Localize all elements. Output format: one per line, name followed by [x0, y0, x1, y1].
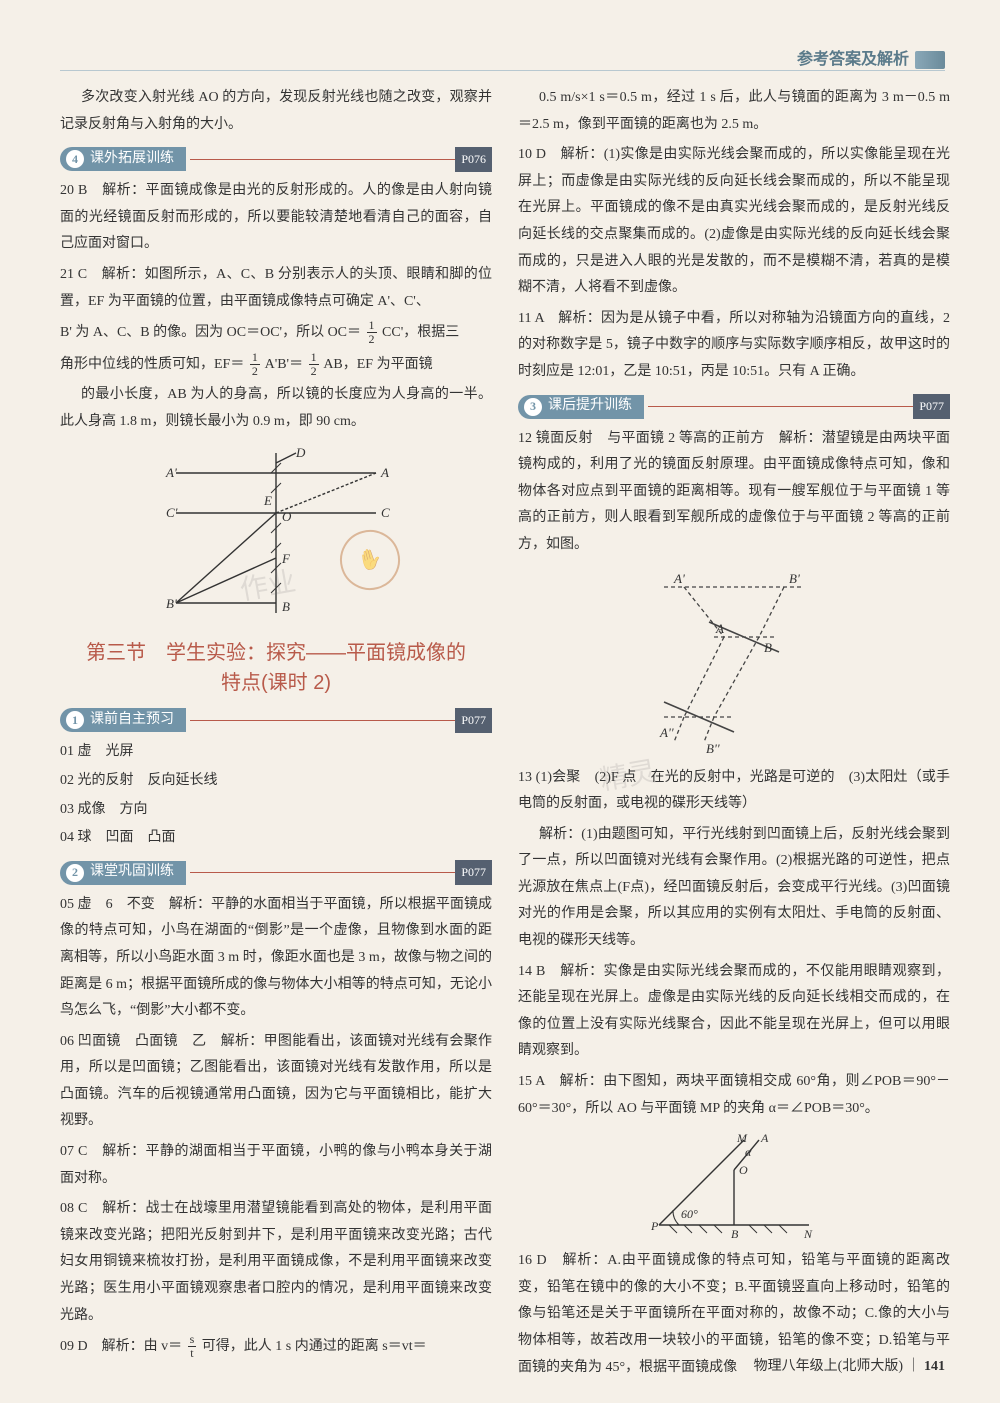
section-4-line: [190, 159, 455, 160]
frac-1-2-b: 12: [250, 351, 260, 378]
answer-15: 15 A 解析：由下图知，两块平面镜相交成 60°角，则∠POB＝90°－60°…: [518, 1069, 950, 1122]
answer-09-b: 可得，此人 1 s 内通过的距离 s＝vt＝: [202, 1339, 427, 1354]
answer-08: 08 C 解析：战士在战壕里用潜望镜能看到高处的物体，是利用平面镜来改变光路；把…: [60, 1196, 492, 1329]
left-column: 多次改变入射光线 AO 的方向，发现反射光线也随之改变，观察并记录反射角与入射角…: [60, 85, 492, 1385]
section-3-pill: 3 课后提升训练: [518, 395, 644, 419]
d1-A: A: [380, 465, 389, 480]
section-1-page: P077: [455, 708, 492, 733]
answer-14: 14 B 解析：实像是由实际光线会聚而成的，不仅能用眼睛观察到，还能呈现在光屏上…: [518, 959, 950, 1065]
preview-01: 01 虚 光屏: [60, 739, 492, 766]
footer-book: 物理八年级上(北师大版): [754, 1359, 903, 1374]
d3-B: B: [731, 1227, 739, 1240]
lesson-title-2: 特点(课时 2): [60, 667, 492, 699]
answer-10: 10 D 解析：(1)实像是由实际光线会聚而成的，所以实像能呈现在光屏上；而虚像…: [518, 142, 950, 302]
section-1-label: 课前自主预习: [90, 707, 174, 734]
answer-21-c2: A'B'＝: [265, 357, 304, 372]
section-2-bar: 2 课堂巩固训练 P077: [60, 860, 492, 886]
section-2-page: P077: [455, 860, 492, 885]
section-4-label: 课外拓展训练: [90, 146, 174, 173]
lesson-title-1: 第三节 学生实验：探究——平面镜成像的: [60, 637, 492, 669]
section-2-line: [190, 872, 455, 873]
d2-App: A'': [659, 725, 674, 740]
d1-B: B: [282, 599, 290, 614]
d3-P: P: [650, 1219, 659, 1233]
d1-O: O: [282, 509, 292, 524]
section-4-bar: 4 课外拓展训练 P076: [60, 146, 492, 172]
section-1-line: [190, 720, 455, 721]
d3-60: 60°: [681, 1207, 698, 1221]
section-1-pill: 1 课前自主预习: [60, 708, 186, 732]
answer-21-c: 角形中位线的性质可知，EF＝ 12 A'B'＝ 12 AB，EF 为平面镜: [60, 351, 492, 379]
preview-02: 02 光的反射 反向延长线: [60, 768, 492, 795]
section-4-page: P076: [455, 147, 492, 172]
answer-07: 07 C 解析：平静的湖面相当于平面镜，小鸭的像与小鸭本身关于湖面对称。: [60, 1139, 492, 1192]
periscope-diagram: A' B' A B A'' B'': [624, 567, 844, 757]
section-2-pill: 2 课堂巩固训练: [60, 861, 186, 885]
d3-N: N: [803, 1227, 813, 1240]
d1-Cp: C': [166, 505, 178, 520]
d3-M: M: [736, 1131, 748, 1145]
section-3-line: [648, 406, 913, 407]
page-footer: 物理八年级上(北师大版) ｜ 141: [754, 1354, 945, 1381]
preview-04: 04 球 凹面 凸面: [60, 825, 492, 852]
section-3-page: P077: [913, 394, 950, 419]
d1-D: D: [295, 445, 306, 460]
answer-21-c3: AB，EF 为平面镜: [323, 357, 432, 372]
d1-F: F: [281, 551, 291, 566]
header-rule: [60, 70, 945, 71]
footer-page: 141: [924, 1359, 945, 1374]
d1-C: C: [381, 505, 390, 520]
d1-E: E: [263, 493, 272, 508]
d2-B: B: [764, 640, 772, 655]
d3-A: A: [760, 1131, 769, 1145]
section-1-bar: 1 课前自主预习 P077: [60, 707, 492, 733]
angle-diagram: M A α O P 60° B N: [649, 1130, 819, 1240]
d2-A: A: [715, 621, 724, 636]
answer-09: 09 D 解析：由 v＝ st 可得，此人 1 s 内通过的距离 s＝vt＝: [60, 1333, 492, 1361]
d3-alpha: α: [745, 1145, 752, 1159]
d1-Bp: B': [166, 596, 177, 611]
answer-13b: 解析：(1)由题图可知，平行光线射到凹面镜上后，反射光线会聚到了一点，所以凹面镜…: [518, 822, 950, 955]
d1-Ap: A': [165, 465, 177, 480]
d2-Bpp: B'': [706, 741, 720, 756]
two-column-layout: 多次改变入射光线 AO 的方向，发现反射光线也随之改变，观察并记录反射角与入射角…: [60, 85, 950, 1385]
answer-12: 12 镜面反射 与平面镜 2 等高的正前方 解析：潜望镜是由两块平面镜构成的，利…: [518, 426, 950, 559]
mirror-diagram-1: D A' A E O C' C F B' B: [146, 443, 406, 623]
answer-05: 05 虚 6 不变 解析：平静的水面相当于平面镜，所以根据平面镜成像的特点可知，…: [60, 892, 492, 1025]
answer-21-b2: CC'，根据三: [382, 325, 459, 340]
right-column: 0.5 m/s×1 s＝0.5 m，经过 1 s 后，此人与镜面的距离为 3 m…: [518, 85, 950, 1385]
intro-continuation: 多次改变入射光线 AO 的方向，发现反射光线也随之改变，观察并记录反射角与入射角…: [60, 85, 492, 138]
d2-Ap: A': [673, 571, 685, 586]
frac-s-t: st: [188, 1333, 197, 1360]
answer-21-d: 的最小长度，AB 为人的身高，所以镜的长度应为人身高的一半。此人身高 1.8 m…: [60, 382, 492, 435]
answer-06: 06 凹面镜 凸面镜 乙 解析：甲图能看出，该面镜对光线有会聚作用，所以是凹面镜…: [60, 1029, 492, 1135]
section-1-num: 1: [66, 711, 84, 729]
answer-11: 11 A 解析：因为是从镜子中看，所以对称轴为沿镜面方向的直线，2 的对称数字是…: [518, 306, 950, 386]
frac-1-2-c: 12: [309, 351, 319, 378]
section-2-num: 2: [66, 864, 84, 882]
section-3-bar: 3 课后提升训练 P077: [518, 394, 950, 420]
section-4-pill: 4 课外拓展训练: [60, 147, 186, 171]
preview-03: 03 成像 方向: [60, 797, 492, 824]
section-4-num: 4: [66, 150, 84, 168]
d2-Bp: B': [789, 571, 800, 586]
answer-21-b: B' 为 A、C、B 的像。因为 OC＝OC'，所以 OC＝ 12 CC'，根据…: [60, 319, 492, 347]
section-3-num: 3: [524, 398, 542, 416]
d3-O: O: [739, 1163, 748, 1177]
answer-21-a: 21 C 解析：如图所示，A、C、B 分别表示人的头顶、眼睛和脚的位置，EF 为…: [60, 262, 492, 315]
answer-13a: 13 (1)会聚 (2)F 点 在光的反射中，光路是可逆的 (3)太阳灶（或手电…: [518, 765, 950, 818]
section-2-label: 课堂巩固训练: [90, 859, 174, 886]
answer-09-a: 09 D 解析：由 v＝: [60, 1339, 182, 1354]
answer-21-b1: B' 为 A、C、B 的像。因为 OC＝OC'，所以 OC＝: [60, 325, 361, 340]
frac-1-2-a: 12: [367, 319, 377, 346]
answer-21-c1: 角形中位线的性质可知，EF＝: [60, 357, 244, 372]
answer-20: 20 B 解析：平面镜成像是由光的反射形成的。人的像是由人射向镜面的光经镜面反射…: [60, 178, 492, 258]
section-3-label: 课后提升训练: [548, 393, 632, 420]
answer-09-c: 0.5 m/s×1 s＝0.5 m，经过 1 s 后，此人与镜面的距离为 3 m…: [518, 85, 950, 138]
